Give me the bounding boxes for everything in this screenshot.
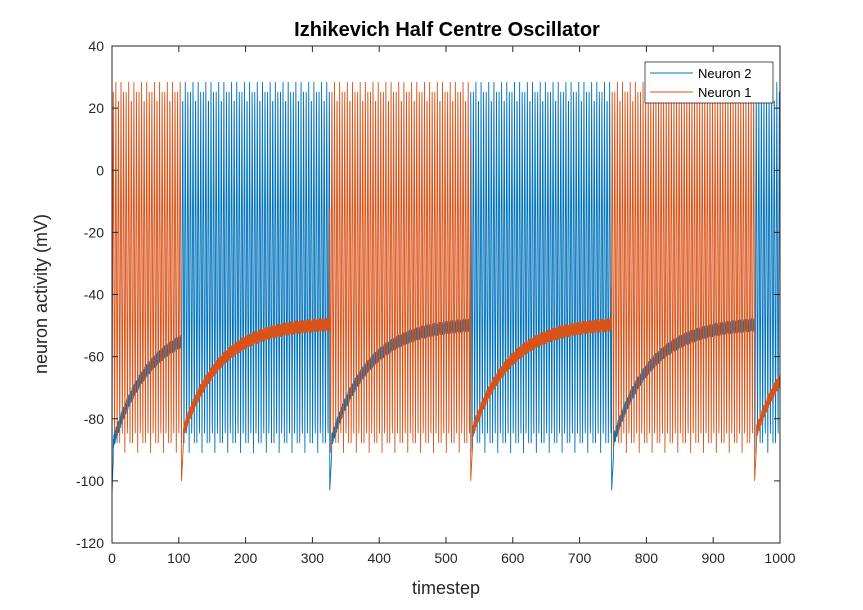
legend: Neuron 2 Neuron 1 (644, 61, 774, 104)
y-tick-label: 20 (88, 100, 104, 116)
y-tick-label: 40 (88, 38, 104, 54)
y-tick-label: -80 (84, 411, 104, 427)
y-tick-label: -60 (84, 349, 104, 365)
x-tick-label: 100 (167, 550, 191, 566)
x-tick-label: 200 (234, 550, 258, 566)
x-tick-label: 800 (635, 550, 659, 566)
y-tick-label: 0 (96, 162, 104, 178)
y-tick-label: -100 (76, 473, 104, 489)
y-tick-label: -40 (84, 287, 104, 303)
x-tick-label: 900 (702, 550, 726, 566)
x-tick-label: 300 (301, 550, 325, 566)
series-line-neuron-1 (111, 81, 781, 481)
x-tick-label: 600 (501, 550, 525, 566)
y-tick-label: -20 (84, 224, 104, 240)
y-axis-label: neuron activity (mV) (31, 214, 51, 374)
x-tick-label: 1000 (764, 550, 795, 566)
x-tick-label: 400 (368, 550, 392, 566)
legend-label-neuron-1: Neuron 1 (698, 85, 751, 100)
x-tick-label: 500 (434, 550, 458, 566)
y-axis: -120 -100 -80 -60 -40 -20 0 20 40 (76, 38, 780, 551)
x-tick-label: 0 (108, 550, 116, 566)
series-layer (111, 81, 781, 494)
x-axis: 0 100 200 300 400 500 600 700 800 900 1000 (108, 46, 796, 566)
x-tick-label: 700 (568, 550, 592, 566)
chart-title: Izhikevich Half Centre Oscillator (294, 19, 600, 41)
x-axis-label: timestep (412, 578, 480, 598)
y-tick-label: -120 (76, 535, 104, 551)
legend-label-neuron-2: Neuron 2 (698, 66, 751, 81)
legend-box (644, 61, 774, 104)
